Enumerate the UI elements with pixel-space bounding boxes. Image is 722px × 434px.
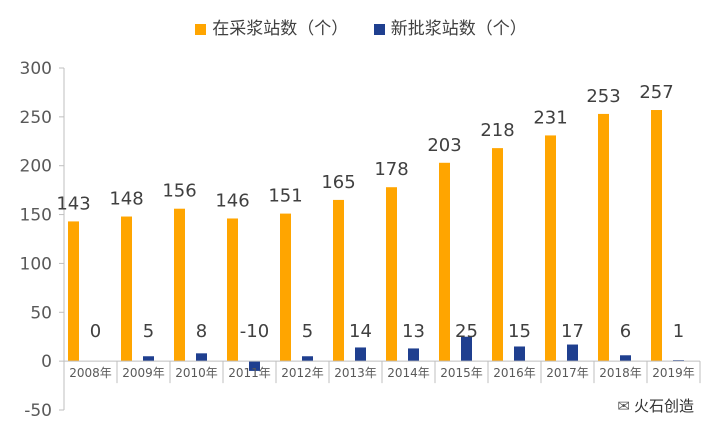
y-tick-label: 300 xyxy=(20,59,52,79)
data-label-series-2: 5 xyxy=(143,321,154,342)
data-label-series-1: 257 xyxy=(639,82,673,103)
x-tick-label: 2011年 xyxy=(228,366,271,380)
bar-series-2 xyxy=(249,361,260,371)
bar-series-2 xyxy=(196,353,207,362)
bar-series-1 xyxy=(68,221,79,362)
y-tick-label: 250 xyxy=(20,108,52,128)
legend-item-series-1: 在采浆站数（个） xyxy=(195,14,348,39)
wechat-icon: ✉ xyxy=(617,397,630,415)
y-tick-label: 200 xyxy=(20,157,52,177)
bar-series-2 xyxy=(408,348,419,362)
data-label-series-1: 218 xyxy=(480,120,514,141)
bar-series-1 xyxy=(492,148,503,362)
x-tick-label: 2015年 xyxy=(440,366,483,380)
bar-series-2 xyxy=(620,355,631,362)
data-label-series-1: 178 xyxy=(374,159,408,180)
x-tick-label: 2013年 xyxy=(334,366,377,380)
data-label-series-1: 146 xyxy=(215,190,249,211)
data-label-series-1: 165 xyxy=(321,172,355,193)
data-label-series-1: 151 xyxy=(268,186,302,207)
y-tick-label: 0 xyxy=(41,352,52,372)
data-label-series-1: 148 xyxy=(109,189,143,210)
bar-series-1 xyxy=(174,208,185,362)
y-tick-label: 150 xyxy=(20,206,52,226)
bar-series-1 xyxy=(598,113,609,362)
bar-series-2 xyxy=(143,356,154,362)
x-tick-label: 2009年 xyxy=(122,366,165,380)
x-tick-label: 2014年 xyxy=(387,366,430,380)
data-label-series-2: 8 xyxy=(196,321,207,342)
legend-label-series-1: 在采浆站数（个） xyxy=(212,19,349,39)
bar-series-1 xyxy=(280,213,291,362)
x-tick-label: 2019年 xyxy=(652,366,695,380)
data-label-series-1: 143 xyxy=(56,193,90,214)
legend-swatch-series-1 xyxy=(195,23,207,35)
watermark: ✉ 火石创造 xyxy=(617,395,694,416)
data-label-series-2: 15 xyxy=(508,321,531,342)
bar-series-1 xyxy=(121,216,132,362)
bar-series-2 xyxy=(355,347,366,362)
bar-series-2 xyxy=(567,344,578,362)
bar-series-1 xyxy=(545,135,556,362)
data-label-series-2: 0 xyxy=(90,321,101,342)
bar-series-2 xyxy=(514,346,525,362)
y-tick-label: -50 xyxy=(24,401,52,421)
watermark-text: 火石创造 xyxy=(633,397,694,415)
bar-series-1 xyxy=(651,110,662,362)
data-label-series-2: 17 xyxy=(561,321,584,342)
legend: 在采浆站数（个） 新批浆站数（个） xyxy=(0,14,722,39)
data-label-series-2: -10 xyxy=(240,321,269,342)
data-label-series-1: 231 xyxy=(533,107,567,128)
bar-series-1 xyxy=(333,199,344,362)
bar-series-2 xyxy=(302,356,313,362)
x-tick-label: 2018年 xyxy=(599,366,642,380)
legend-item-series-2: 新批浆站数（个） xyxy=(373,14,527,39)
bar-series-1 xyxy=(386,187,397,362)
data-label-series-1: 203 xyxy=(427,135,461,156)
data-label-series-2: 6 xyxy=(620,321,631,342)
data-label-series-1: 156 xyxy=(162,181,196,202)
x-tick-label: 2010年 xyxy=(175,366,218,380)
data-label-series-1: 253 xyxy=(586,86,620,107)
bar-series-1 xyxy=(227,218,238,362)
x-tick-label: 2008年 xyxy=(69,366,112,380)
data-label-series-2: 5 xyxy=(302,321,313,342)
data-label-series-2: 14 xyxy=(349,321,372,342)
x-tick-label: 2016年 xyxy=(493,366,536,380)
bar-series-2 xyxy=(461,336,472,362)
x-tick-label: 2017年 xyxy=(546,366,589,380)
y-tick-label: 100 xyxy=(20,254,52,274)
legend-swatch-series-2 xyxy=(373,23,385,35)
bar-series-1 xyxy=(439,162,450,362)
data-label-series-2: 1 xyxy=(673,321,684,342)
x-tick-label: 2012年 xyxy=(281,366,324,380)
legend-label-series-2: 新批浆站数（个） xyxy=(390,19,527,39)
data-label-series-2: 13 xyxy=(402,321,425,342)
y-tick-label: 50 xyxy=(30,303,52,323)
data-label-series-2: 25 xyxy=(455,321,478,342)
